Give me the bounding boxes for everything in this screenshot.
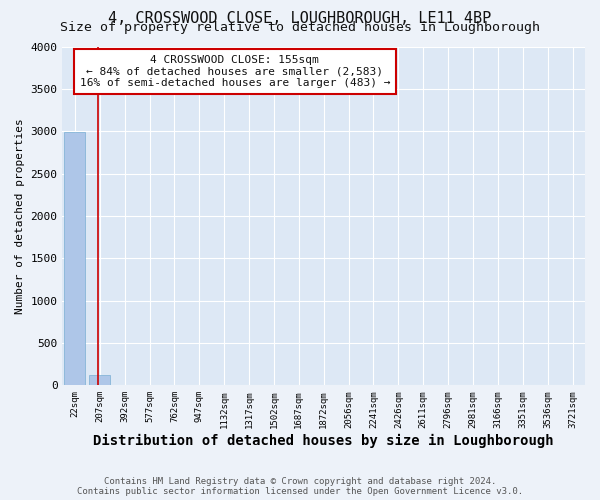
Text: Size of property relative to detached houses in Loughborough: Size of property relative to detached ho… [60, 22, 540, 35]
Text: 4 CROSSWOOD CLOSE: 155sqm
← 84% of detached houses are smaller (2,583)
16% of se: 4 CROSSWOOD CLOSE: 155sqm ← 84% of detac… [80, 55, 390, 88]
Bar [89, 375, 110, 386]
X-axis label: Distribution of detached houses by size in Loughborough: Distribution of detached houses by size … [94, 434, 554, 448]
Y-axis label: Number of detached properties: Number of detached properties [15, 118, 25, 314]
Bar [64, 132, 85, 386]
Text: Contains HM Land Registry data © Crown copyright and database right 2024.
Contai: Contains HM Land Registry data © Crown c… [77, 476, 523, 496]
Text: 4, CROSSWOOD CLOSE, LOUGHBOROUGH, LE11 4BP: 4, CROSSWOOD CLOSE, LOUGHBOROUGH, LE11 4… [109, 11, 491, 26]
